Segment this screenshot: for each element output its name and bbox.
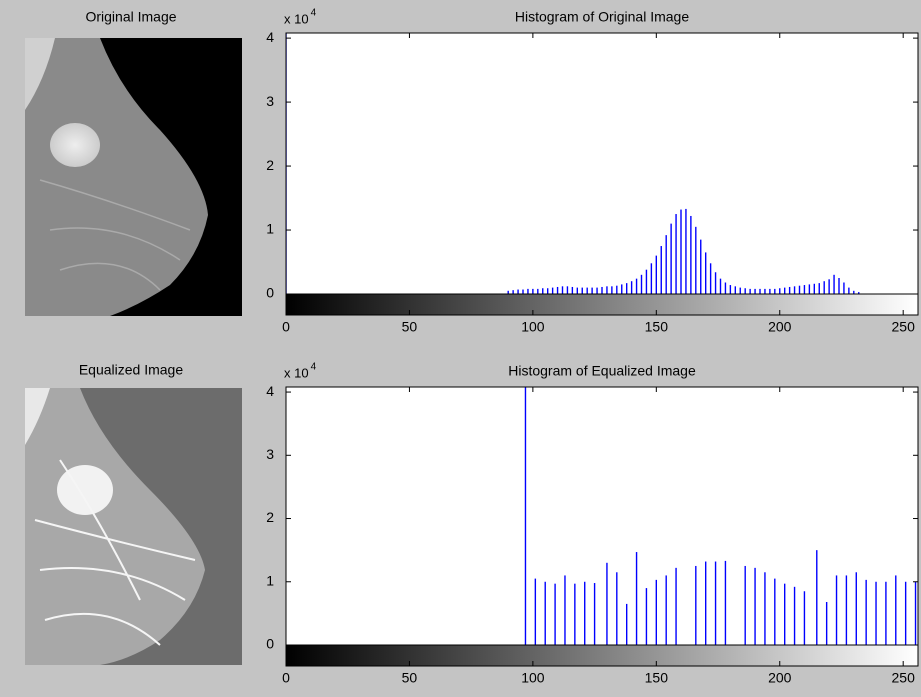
image-title: Original Image — [85, 9, 176, 25]
plot-area — [286, 33, 918, 294]
x-tick-label: 200 — [768, 670, 792, 686]
x-tick-label: 200 — [768, 319, 792, 335]
y-tick-label: 3 — [266, 93, 274, 109]
colorbar — [286, 294, 918, 315]
y-scale-label: x 10 — [284, 365, 309, 380]
original-image — [25, 38, 242, 316]
x-tick-label: 150 — [645, 319, 669, 335]
y-tick-label: 4 — [266, 383, 274, 399]
x-tick-label: 0 — [282, 670, 290, 686]
stems — [286, 33, 860, 294]
axes-frame — [285, 386, 919, 667]
y-scale-label: x 10 — [284, 11, 309, 26]
x-tick-label: 100 — [521, 319, 545, 335]
equalized-image — [25, 388, 242, 665]
image-title: Equalized Image — [79, 362, 184, 378]
x-tick-label: 150 — [645, 670, 669, 686]
y-tick-label: 1 — [266, 572, 274, 588]
x-tick-label: 250 — [892, 319, 916, 335]
y-tick-label: 2 — [266, 157, 274, 173]
axes-frame — [285, 32, 919, 316]
x-tick-label: 50 — [402, 670, 418, 686]
x-tick-label: 0 — [282, 319, 290, 335]
stems — [524, 387, 917, 645]
x-tick-label: 250 — [892, 670, 916, 686]
y-tick-label: 1 — [266, 221, 274, 237]
y-tick-label: 2 — [266, 509, 274, 525]
chart-title: Histogram of Original Image — [515, 9, 690, 25]
x-tick-label: 50 — [402, 319, 418, 335]
x-tick-label: 100 — [521, 670, 545, 686]
y-tick-label: 4 — [266, 29, 274, 45]
y-scale-exponent: 4 — [311, 362, 317, 373]
y-scale-exponent: 4 — [311, 8, 317, 19]
plot-area — [286, 387, 918, 645]
y-tick-label: 0 — [266, 636, 274, 652]
chart-title: Histogram of Equalized Image — [508, 363, 696, 379]
colorbar — [286, 645, 918, 666]
y-tick-label: 0 — [266, 285, 274, 301]
y-tick-label: 3 — [266, 446, 274, 462]
